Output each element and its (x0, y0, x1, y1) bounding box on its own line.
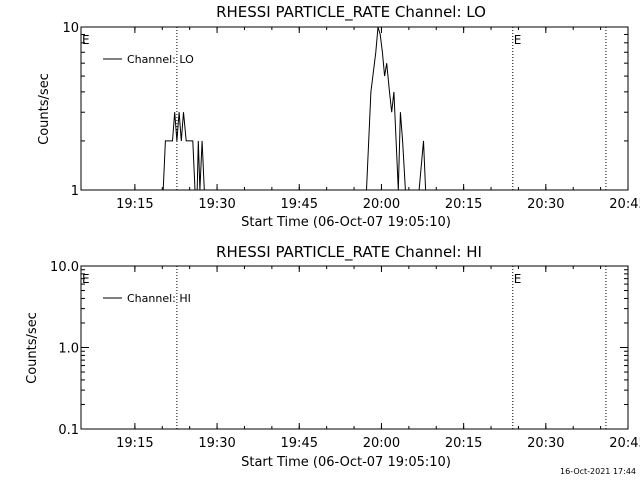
plot-area: 19:15 19:30 19:45 20:00 20:15 20:30 20:45 0.1 1.… (50, 260, 640, 451)
x-tick-label: 19:45 (281, 197, 318, 212)
x-tick-label: 20:30 (527, 436, 564, 451)
y-axis-label: Counts/sec (25, 312, 40, 384)
plot-frame (80, 265, 629, 430)
x-tick-label: 20:15 (445, 197, 482, 212)
panel-lo: RHESSI PARTICLE_RATE Channel: LO Counts/… (37, 3, 640, 230)
panel-hi: RHESSI PARTICLE_RATE Channel: HI Counts/… (25, 243, 640, 470)
x-axis-label: Start Time (06-Oct-07 19:05:10) (241, 455, 451, 470)
legend-label: Channel: LO (127, 53, 194, 66)
y-tick-label: 10 (62, 21, 79, 36)
x-tick-label: 19:30 (198, 436, 235, 451)
y-tick-label: 10.0 (50, 260, 79, 275)
y-tick-label: 1.0 (58, 342, 79, 357)
legend-label: Channel: HI (127, 292, 191, 305)
y-tick-label: 0.1 (58, 423, 79, 438)
flag-label: E (514, 33, 522, 47)
x-tick-label: 20:15 (445, 436, 482, 451)
x-tick-label: 20:45 (609, 197, 640, 212)
x-tick-label: 19:30 (198, 197, 235, 212)
x-tick-label: 20:00 (363, 197, 400, 212)
x-tick-label: 20:30 (527, 197, 564, 212)
x-axis-label: Start Time (06-Oct-07 19:05:10) (241, 215, 451, 230)
x-tick-label: 20:45 (609, 436, 640, 451)
y-tick-label: 1 (71, 184, 79, 199)
x-tick-label: 19:45 (281, 436, 318, 451)
footer-timestamp: 16-Oct-2021 17:44 (560, 467, 636, 476)
flag-label: E (82, 272, 90, 286)
y-axis-label: Counts/sec (37, 73, 52, 145)
chart-title: RHESSI PARTICLE_RATE Channel: HI (216, 243, 482, 262)
flag-label: E (514, 272, 522, 286)
flag-label: E (82, 33, 90, 47)
x-tick-label: 20:00 (363, 436, 400, 451)
chart-title: RHESSI PARTICLE_RATE Channel: LO (216, 3, 486, 22)
series-line (159, 26, 428, 191)
x-tick-label: 19:15 (116, 436, 153, 451)
plot-frame (80, 26, 629, 191)
x-tick-label: 19:15 (116, 197, 153, 212)
